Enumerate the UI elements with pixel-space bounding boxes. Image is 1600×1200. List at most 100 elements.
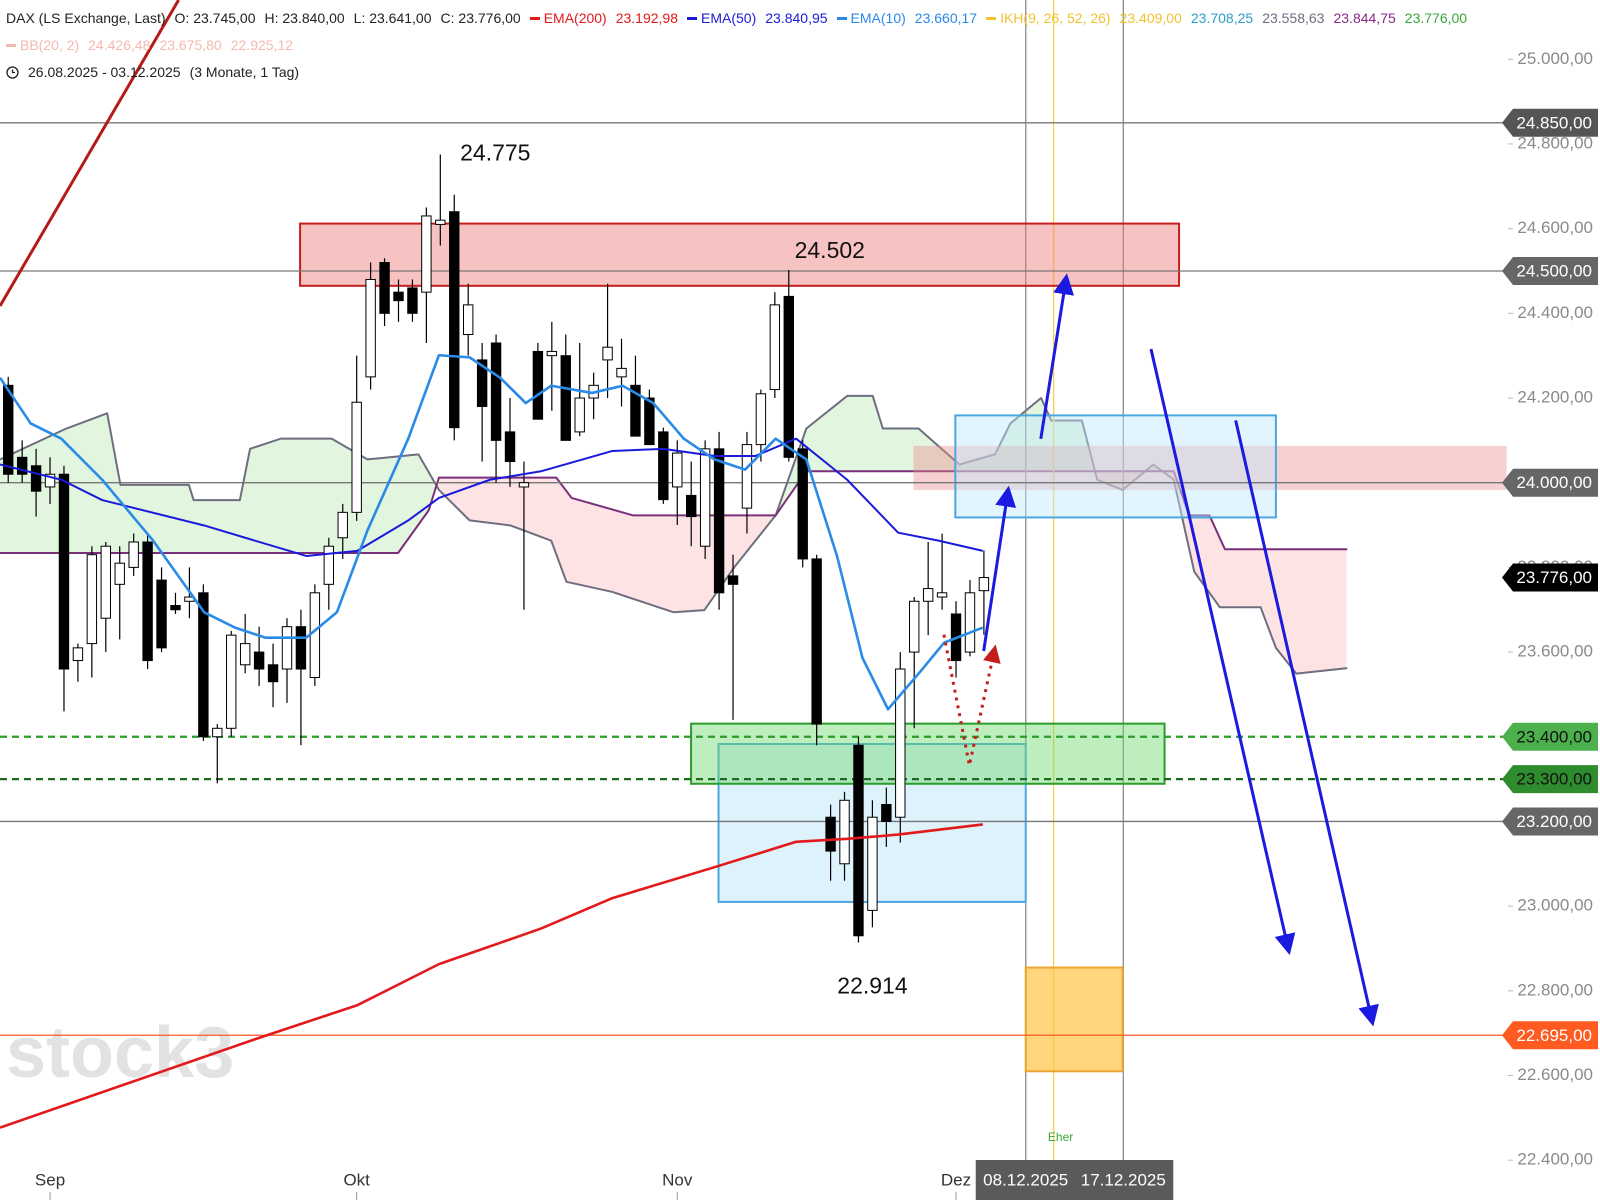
candle-body [337, 511, 348, 539]
legend-text: 23.558,63 [1262, 10, 1325, 26]
candle-body [755, 393, 767, 446]
candle-body [198, 592, 209, 738]
note: Eher [1048, 1130, 1073, 1144]
arrow [1234, 420, 1379, 1027]
price-badge-label: 24.500,00 [1516, 261, 1592, 280]
candle-body [393, 291, 404, 302]
zone [1024, 966, 1124, 1073]
candle-body [226, 634, 237, 729]
legend-marker [687, 16, 698, 20]
candle-body [351, 401, 362, 513]
zone [299, 222, 1181, 287]
candle-body [295, 626, 307, 670]
candle-body [644, 397, 655, 446]
price-badge-label: 22.695,00 [1516, 1026, 1592, 1045]
date-label: 17.12.2025 [1081, 1170, 1166, 1189]
candle-body [741, 444, 753, 509]
y-tick-label: 24.200,00 [1517, 388, 1593, 407]
legend-marker [836, 16, 847, 20]
candle-body [365, 278, 376, 378]
y-tick-label: 23.000,00 [1517, 896, 1593, 915]
annotation: 22.914 [837, 973, 908, 999]
range-line: 26.08.2025 - 03.12.2025 (3 Monate, 1 Tag) [6, 64, 299, 80]
candle-body [867, 816, 878, 911]
legend-marker [6, 43, 16, 47]
candle-body [964, 592, 976, 653]
candle-body [518, 482, 530, 488]
price-badge [1502, 807, 1598, 836]
y-tick-label: 22.400,00 [1517, 1150, 1593, 1169]
labels: 22.400,00 22.600,00 22.800,00 23.000,00 23.2… [35, 49, 1598, 1200]
watermark: stock3 [6, 1013, 234, 1093]
candle-body [239, 643, 251, 666]
x-tick-label: Dez [941, 1170, 971, 1189]
candle-body [490, 342, 502, 441]
legend-marker [986, 16, 997, 20]
candle-body [170, 605, 181, 611]
indicator-line [0, 437, 984, 557]
candle-body [323, 545, 335, 585]
cloud-fill [0, 413, 437, 553]
y-tick-label: 24.400,00 [1517, 303, 1593, 322]
candle-body [281, 626, 293, 670]
candle-body [839, 799, 850, 865]
candle-body [128, 541, 139, 568]
candle-body [699, 448, 711, 547]
price-badge-label: 24.000,00 [1516, 473, 1592, 492]
y-tick-label: 22.800,00 [1517, 980, 1593, 999]
candle-body [462, 304, 474, 336]
cloud-fill [1094, 467, 1145, 490]
candle-body [825, 816, 836, 852]
x-tick-label: Nov [662, 1170, 693, 1189]
candle-body [853, 744, 864, 937]
candle-body [811, 558, 822, 725]
price-badge [1502, 1021, 1598, 1050]
clock-icon [6, 65, 19, 79]
candle-body [630, 384, 641, 437]
legend-text: BB(20, 2) [20, 37, 80, 53]
cloud-fill [436, 477, 775, 613]
arrow [1149, 348, 1296, 956]
plot-area: stock3 [0, 0, 1508, 1200]
cloud-fill [1144, 464, 1162, 472]
arrow [982, 485, 1017, 652]
candle-body [16, 456, 28, 475]
candle-body [142, 541, 153, 662]
legend-text: H: 23.840,00 [264, 10, 345, 26]
candle-body [156, 579, 167, 649]
price-badge [1502, 765, 1598, 794]
candle-body [686, 494, 697, 518]
candle-body [476, 359, 488, 407]
candle-body [72, 647, 84, 662]
candle-body [895, 668, 906, 818]
candle-body [574, 397, 585, 433]
candle-body [783, 295, 794, 458]
y-tick-label: 22.600,00 [1517, 1065, 1593, 1084]
candle-body [560, 355, 571, 441]
legend-text: 24.426,48 [88, 37, 151, 53]
legend-text: 23.844,75 [1333, 10, 1396, 26]
legend-text: L: 23.641,00 [353, 10, 432, 26]
price-badge-label: 23.200,00 [1516, 812, 1592, 831]
legend-text: 23.840,95 [765, 10, 828, 26]
y-tick-label: 23.600,00 [1517, 642, 1593, 661]
candle-body [3, 384, 14, 475]
candle-body [713, 448, 725, 594]
candle-body [881, 804, 892, 822]
annotation: 24.502 [795, 237, 865, 263]
zone [690, 722, 1166, 785]
legend-text: 26.08.2025 - 03.12.2025 [28, 64, 181, 80]
candle-body [86, 554, 98, 645]
candle-body [978, 577, 990, 592]
legend-marker [529, 16, 540, 20]
candle-body [616, 367, 627, 378]
candle-body [44, 473, 56, 488]
legend-text: 23.675,80 [159, 37, 222, 53]
x-tick-label: Okt [343, 1170, 370, 1189]
legend-text: DAX (LS Exchange, Last) [6, 10, 166, 26]
candle-body [504, 431, 516, 463]
candle-body [532, 350, 544, 420]
price-badge-label: 23.776,00 [1516, 568, 1592, 587]
